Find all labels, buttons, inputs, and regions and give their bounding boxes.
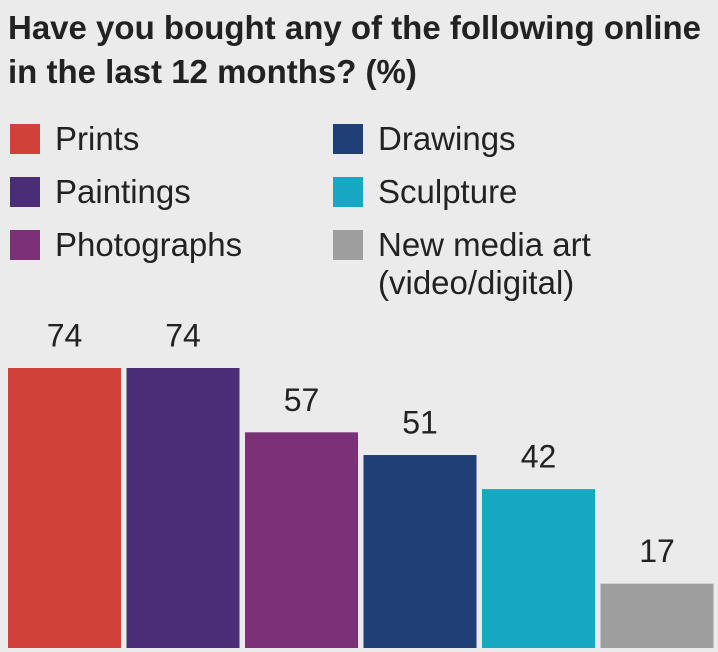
legend-label: Drawings — [378, 120, 516, 157]
bar — [600, 583, 714, 648]
value-label: 74 — [165, 317, 201, 353]
value-label: 74 — [47, 317, 83, 353]
value-label: 57 — [284, 382, 320, 418]
value-label: 51 — [402, 404, 438, 440]
legend-label: Sculpture — [378, 173, 518, 210]
legend-label: Paintings — [55, 173, 191, 210]
bar — [245, 432, 358, 648]
legend-swatch — [10, 177, 40, 207]
legend-swatch — [333, 124, 363, 154]
legend-label: New media art (video/digital) — [378, 226, 591, 301]
bar — [8, 368, 121, 648]
value-label: 42 — [521, 439, 557, 475]
legend-label: Photographs — [55, 226, 243, 263]
chart-title: Have you bought any of the following onl… — [8, 9, 701, 90]
bar — [363, 455, 477, 648]
bar — [126, 368, 240, 648]
legend-swatch — [333, 230, 363, 260]
legend-swatch — [10, 124, 40, 154]
legend-swatch — [333, 177, 363, 207]
bar — [482, 489, 595, 648]
legend-label: Prints — [55, 120, 140, 157]
legend-swatch — [10, 230, 40, 260]
value-label: 17 — [639, 533, 675, 569]
